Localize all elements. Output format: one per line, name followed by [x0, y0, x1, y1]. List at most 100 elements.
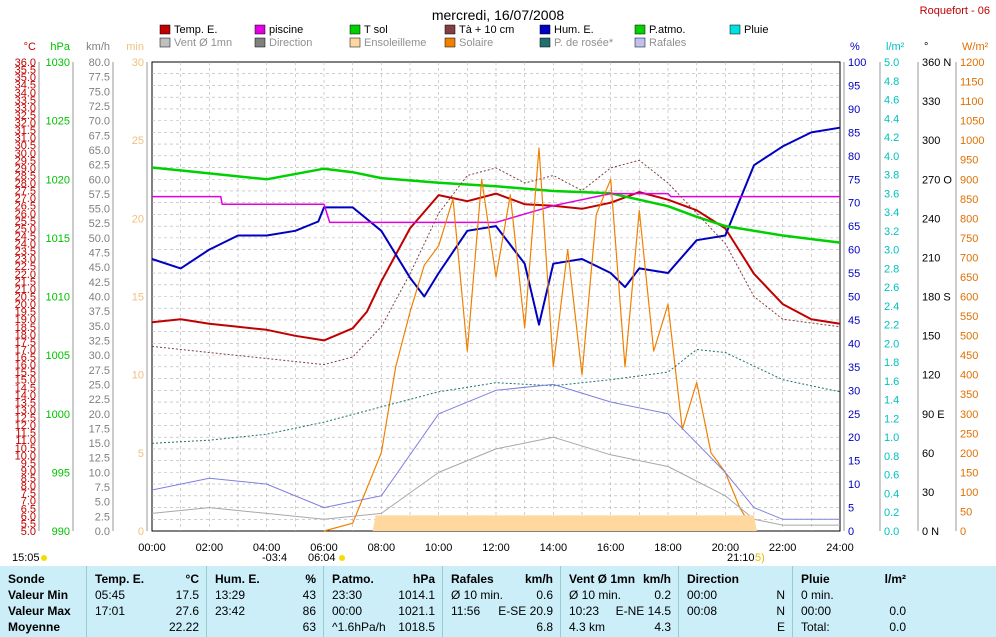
y-tick-label: 1005 — [46, 350, 70, 362]
y-tick-label: 35 — [848, 362, 860, 374]
sunset-time-label: 21:10 — [727, 552, 755, 564]
y-tick-label: 16.5 — [15, 352, 36, 364]
y-tick-label: 700 — [960, 252, 978, 264]
x-tick-label: 00:00 — [138, 542, 166, 554]
y-tick-label: 9.0 — [21, 465, 36, 477]
y-tick-label: 34.5 — [15, 80, 36, 92]
y-tick-label: 25 — [132, 135, 144, 147]
y-tick-label: 90 — [848, 104, 860, 116]
y-tick-label: 37.5 — [89, 306, 110, 318]
y-tick-label: 70.0 — [89, 116, 110, 128]
cell-value: E-NE 14.5 — [615, 604, 671, 618]
y-tick-label: 11.0 — [15, 435, 36, 447]
cell-value: 22.22 — [168, 620, 199, 634]
y-tick-label: 330 — [922, 96, 940, 108]
y-tick-label: 2.8 — [884, 263, 899, 275]
x-tick-label: 08:00 — [368, 542, 396, 554]
legend-swatch — [729, 24, 741, 35]
legend-swatch — [539, 37, 551, 48]
y-tick-label: 0 — [960, 526, 966, 538]
y-tick-label: 2.4 — [884, 301, 899, 313]
y-tick-label: 40 — [848, 338, 860, 350]
series-line-hum-e- — [151, 126, 841, 326]
y-tick-label: 29.5 — [15, 155, 36, 167]
y-tick-label: 1200 — [960, 57, 984, 69]
y-tick-label: 25.0 — [89, 379, 110, 391]
y-tick-label: 0 — [848, 526, 854, 538]
series-line-t-10-cm — [151, 159, 841, 366]
y-tick-label: 65.0 — [89, 145, 110, 157]
y-tick-label: 7.5 — [21, 488, 36, 500]
row-label-max: Valeur Max — [8, 604, 71, 618]
y-tick-label: 200 — [960, 448, 978, 460]
y-tick-label: 21.0 — [15, 284, 36, 296]
y-tick-label: 1025 — [46, 116, 70, 128]
y-tick-label: 14.0 — [15, 390, 36, 402]
legend-label: Ensoleilleme — [364, 37, 426, 49]
y-tick-label: 1.4 — [884, 395, 899, 407]
column-header: Direction — [687, 572, 740, 586]
cell-value: 43 — [302, 588, 316, 602]
y-tick-label: 10.5 — [15, 443, 36, 455]
y-tick-label: 32.5 — [15, 110, 36, 122]
y-tick-label: 3.6 — [884, 188, 899, 200]
y-tick-label: 1010 — [46, 292, 70, 304]
legend-label: T sol — [364, 24, 388, 36]
y-tick-label: 28.5 — [15, 170, 36, 182]
y-tick-label: 10.0 — [15, 450, 36, 462]
summary-table: Sonde Valeur Min Valeur Max Moyenne Temp… — [0, 566, 996, 637]
cell-time: ^1.6hPa/h — [332, 620, 386, 634]
y-tick-label: 150 — [960, 467, 978, 479]
x-tick-label: 10:00 — [425, 542, 453, 554]
y-tick-label: 45.0 — [89, 262, 110, 274]
cell-time: 00:00 — [687, 588, 718, 602]
legend-label: Solaire — [459, 37, 493, 49]
column-header: Rafales — [451, 572, 494, 586]
y-tick-label: 50 — [960, 506, 972, 518]
y-tick-label: 600 — [960, 292, 978, 304]
y-tick-label: 180 S — [922, 292, 951, 304]
y-tick-label: 0.4 — [884, 488, 899, 500]
y-tick-label: 12.0 — [15, 420, 36, 432]
cell-time: Ø 10 min. — [451, 588, 504, 602]
series-line-rafales — [151, 383, 840, 520]
y-tick-label: 300 — [922, 135, 940, 147]
y-tick-label: 5.0 — [884, 57, 899, 69]
row-label-min: Valeur Min — [8, 588, 69, 602]
y-tick-label: 650 — [960, 272, 978, 284]
y-tick-label: 30 — [922, 487, 934, 499]
y-tick-label: 7.5 — [95, 482, 110, 494]
y-tick-label: 31.5 — [15, 125, 36, 137]
y-tick-label: 85 — [848, 127, 860, 139]
y-tick-label: 0.0 — [884, 526, 899, 538]
col-temp-e-: Temp. E. °C 05:45 17.5 17:01 27.6 22.22 — [86, 566, 207, 637]
y-tick-label: 67.5 — [89, 130, 110, 142]
y-axis-unit: km/h — [86, 41, 110, 53]
y-tick-label: 30 — [132, 57, 144, 69]
y-tick-label: 17.0 — [15, 344, 36, 356]
chart-title: mercredi, 16/07/2008 — [432, 7, 565, 23]
y-tick-label: 8.0 — [21, 481, 36, 493]
y-tick-label: 47.5 — [89, 248, 110, 260]
legend-label: Hum. E. — [554, 24, 594, 36]
y-tick-label: 1030 — [46, 57, 70, 69]
column-unit: km/h — [642, 572, 671, 586]
y-tick-label: 40.0 — [89, 292, 110, 304]
cell-value: 63 — [302, 620, 316, 634]
x-tick-label: 14:00 — [540, 542, 568, 554]
y-tick-label: 1020 — [46, 174, 70, 186]
cell-value: 86 — [302, 604, 316, 618]
y-tick-label: 20 — [132, 213, 144, 225]
y-tick-label: 80 — [848, 151, 860, 163]
y-tick-label: 70 — [848, 198, 860, 210]
row-label-avg: Moyenne — [8, 620, 61, 634]
y-tick-label: 57.5 — [89, 189, 110, 201]
y-tick-label: 100 — [960, 487, 978, 499]
y-tick-label: 6.5 — [21, 503, 36, 515]
y-tick-label: 3.4 — [884, 207, 899, 219]
col-direction: Direction 00:00 N 00:08 N E — [678, 566, 793, 637]
y-tick-label: 42.5 — [89, 277, 110, 289]
legend-label: Temp. E. — [174, 24, 217, 36]
y-tick-label: 75.0 — [89, 86, 110, 98]
